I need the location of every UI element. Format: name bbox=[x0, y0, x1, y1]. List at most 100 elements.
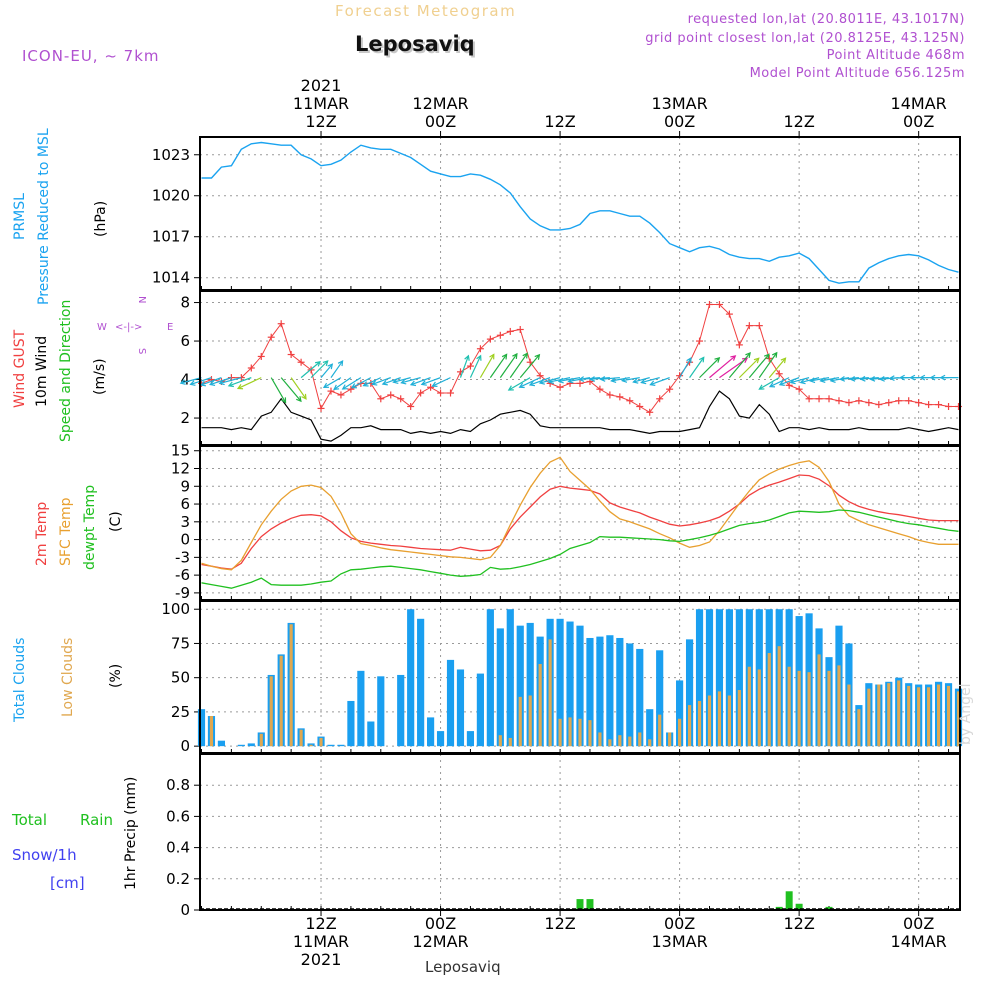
total-cloud-bar bbox=[566, 621, 574, 747]
gust-marker bbox=[745, 322, 753, 330]
gust-marker bbox=[626, 397, 634, 405]
wind-arrow bbox=[227, 377, 252, 388]
low-cloud-bar bbox=[837, 665, 841, 747]
wind-arrow-head bbox=[771, 351, 778, 358]
bottom-hour: 00Z bbox=[664, 914, 695, 933]
total-cloud-bar bbox=[446, 659, 455, 747]
wind-arrow-shaft bbox=[738, 357, 760, 379]
wind-arrow-head bbox=[859, 375, 866, 382]
pressure-label-2: Pressure Reduced to MSL bbox=[36, 128, 52, 305]
total-cloud-bar bbox=[576, 625, 584, 747]
wind-arrow-shaft bbox=[479, 354, 495, 378]
gust-marker bbox=[317, 404, 325, 412]
low-cloud-bar bbox=[827, 670, 831, 747]
wind-arrow bbox=[528, 377, 551, 387]
wind-arrow-head bbox=[578, 376, 585, 382]
wind-arrow-shaft bbox=[228, 377, 252, 387]
wind-arrow-shaft bbox=[769, 377, 790, 388]
gust-marker bbox=[935, 401, 943, 409]
wind-arrow-head bbox=[809, 377, 816, 384]
panel-frame bbox=[199, 445, 961, 601]
low-cloud-bar bbox=[289, 624, 293, 747]
low-cloud-bar bbox=[638, 732, 642, 747]
low-cloud-bar bbox=[767, 653, 771, 747]
wind-arrow bbox=[179, 377, 202, 385]
gust-marker bbox=[656, 395, 664, 403]
model-altitude: Model Point Altitude 656.125m bbox=[750, 66, 965, 81]
gust-marker bbox=[476, 345, 484, 353]
wind-arrow-head bbox=[464, 354, 470, 361]
rain-bar bbox=[586, 899, 594, 910]
gust-marker bbox=[676, 372, 684, 380]
clouds-unit: (%) bbox=[108, 664, 124, 688]
total-label: Total bbox=[11, 811, 47, 829]
wind-arrow bbox=[208, 377, 232, 387]
wind-arrow-head bbox=[745, 351, 751, 358]
y-tick-label: 2 bbox=[180, 409, 190, 427]
low-cloud-bar bbox=[598, 732, 602, 747]
low-cloud-bar bbox=[946, 685, 951, 747]
gust-marker bbox=[865, 399, 873, 407]
wind-arrow bbox=[699, 356, 721, 379]
wind-arrow-head bbox=[507, 385, 514, 391]
gust-marker bbox=[496, 331, 504, 339]
wind-arrow-shaft bbox=[499, 353, 518, 378]
wind-arrow bbox=[479, 353, 495, 378]
total-cloud-bar bbox=[357, 670, 365, 747]
rain-bar bbox=[785, 891, 793, 910]
total-cloud-bar bbox=[596, 636, 604, 747]
pressure-label-1: PRMSL bbox=[12, 193, 28, 240]
wind-arrow-shaft bbox=[679, 357, 692, 378]
bottom-hour: 12Z bbox=[544, 914, 575, 933]
wind-arrow-shaft bbox=[870, 377, 889, 380]
wind-arrow bbox=[610, 377, 630, 384]
wind-arrow-head bbox=[236, 384, 244, 390]
wind-arrow bbox=[489, 353, 508, 378]
wind-arrow-head bbox=[730, 355, 737, 361]
total-cloud-bar bbox=[526, 622, 534, 747]
total-cloud-bar bbox=[676, 680, 684, 747]
gust-marker bbox=[885, 399, 893, 407]
wind-arrow-head bbox=[640, 378, 647, 385]
top-time-label: 12Z bbox=[544, 112, 576, 137]
compass-arrows: <-|-> bbox=[115, 322, 142, 333]
low-cloud-bar bbox=[279, 655, 283, 747]
bottom-hour: 00Z bbox=[903, 914, 934, 933]
bottom-hour: 12Z bbox=[783, 914, 814, 933]
pressure-panel: 1014 1017 1020 1023 bbox=[152, 136, 961, 291]
gust-marker bbox=[427, 383, 435, 391]
wind-arrow-head bbox=[686, 356, 692, 364]
low-cloud-bar bbox=[887, 683, 891, 747]
top-date: 11MAR bbox=[293, 94, 349, 113]
low-cloud-bar bbox=[847, 684, 851, 747]
dewpt-line bbox=[201, 509, 959, 589]
low-cloud-bar bbox=[807, 672, 811, 747]
total-cloud-bar bbox=[695, 609, 704, 747]
wind-arrow-head bbox=[227, 381, 234, 388]
wind-arrow-shaft bbox=[432, 377, 451, 387]
top-hour: 12Z bbox=[544, 112, 575, 131]
low-cloud-bar bbox=[209, 716, 214, 747]
y-tick-label: 50 bbox=[171, 669, 190, 687]
panel-frame bbox=[199, 753, 961, 911]
wind-arrow-head bbox=[538, 379, 545, 385]
gust-marker bbox=[337, 391, 345, 399]
low-cloud-bar bbox=[319, 737, 323, 747]
gust-marker bbox=[725, 310, 733, 318]
top-hour: 00Z bbox=[425, 112, 456, 131]
wind-arrow-head bbox=[512, 352, 518, 359]
wind-arrow-shaft bbox=[421, 377, 441, 385]
low-cloud-bar bbox=[907, 685, 911, 747]
wind-arrow-head bbox=[780, 357, 787, 364]
gust-marker bbox=[277, 320, 285, 328]
wind-arrow bbox=[649, 377, 670, 386]
bottom-date: 12MAR bbox=[412, 932, 468, 951]
top-hour: 00Z bbox=[664, 112, 695, 131]
wind-arrow-head bbox=[280, 397, 287, 404]
pressure-line bbox=[201, 141, 959, 284]
wind-arrow bbox=[280, 377, 302, 403]
low-cloud-bar bbox=[917, 687, 921, 747]
wind-arrow-shaft bbox=[290, 377, 307, 400]
